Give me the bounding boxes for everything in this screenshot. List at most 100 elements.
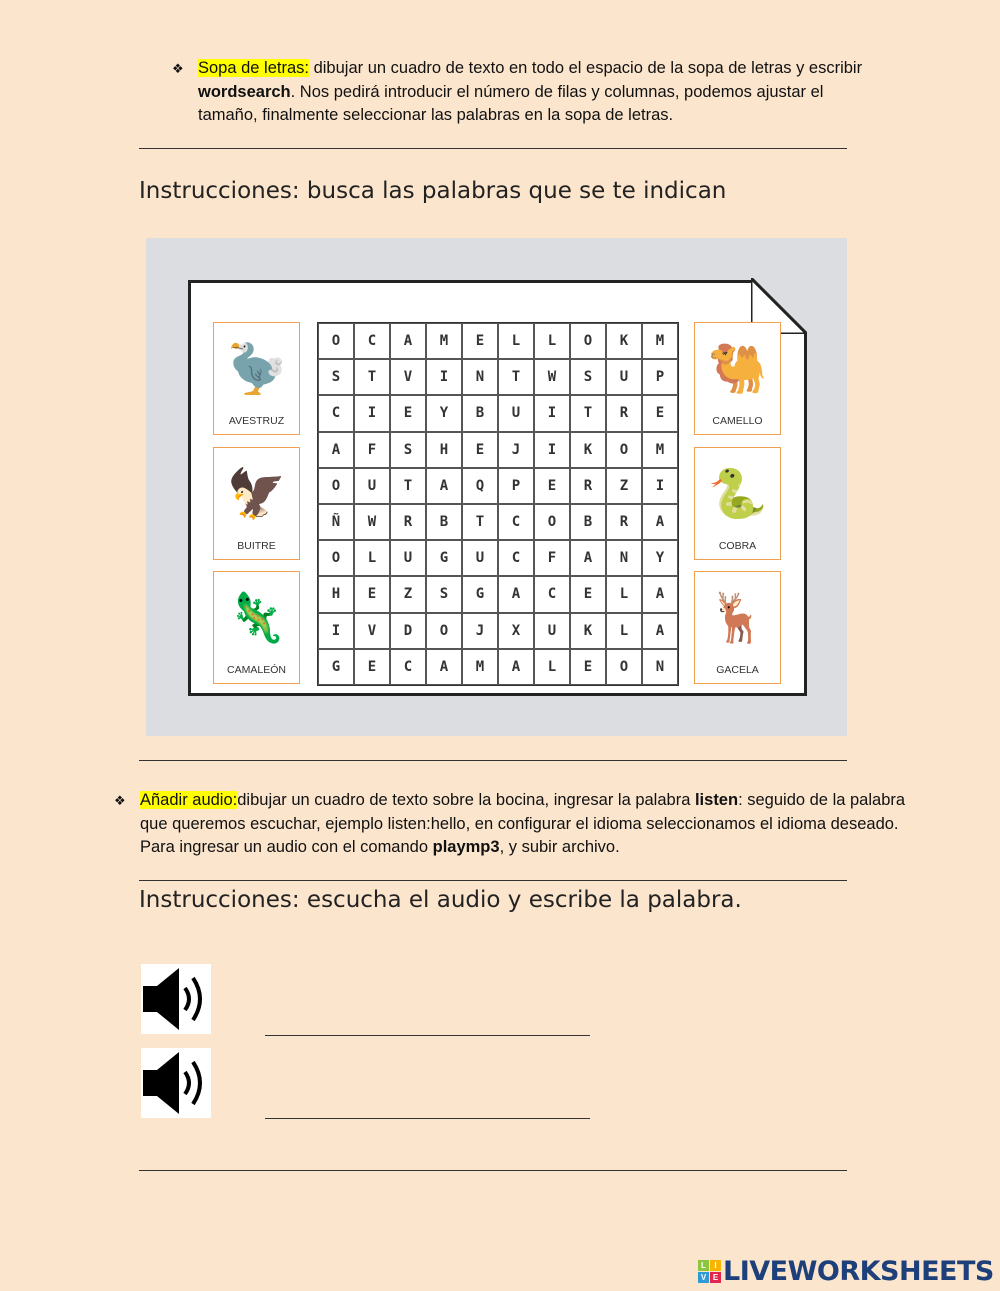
grid-cell[interactable]: U — [462, 540, 498, 577]
grid-cell[interactable]: C — [390, 648, 426, 685]
grid-cell[interactable]: A — [642, 576, 678, 613]
speaker-icon[interactable] — [141, 1048, 211, 1118]
grid-cell[interactable]: A — [390, 323, 426, 360]
grid-cell[interactable]: B — [570, 503, 606, 541]
grid-cell[interactable]: C — [498, 503, 534, 541]
grid-cell[interactable]: Y — [426, 395, 462, 432]
grid-cell[interactable]: A — [642, 612, 678, 649]
grid-cell[interactable]: G — [462, 576, 498, 613]
grid-cell[interactable]: R — [606, 503, 642, 541]
grid-cell[interactable]: Z — [606, 467, 642, 504]
grid-cell[interactable]: L — [354, 540, 390, 577]
grid-cell[interactable]: N — [642, 648, 678, 685]
grid-cell[interactable]: Z — [390, 576, 426, 613]
grid-cell[interactable]: B — [426, 503, 462, 541]
grid-cell[interactable]: O — [426, 612, 462, 649]
grid-cell[interactable]: Y — [642, 540, 678, 577]
grid-cell[interactable]: R — [390, 503, 426, 541]
grid-cell[interactable]: A — [498, 648, 534, 685]
grid-cell[interactable]: E — [390, 395, 426, 432]
grid-cell[interactable]: I — [642, 467, 678, 504]
grid-cell[interactable]: O — [318, 323, 354, 360]
grid-cell[interactable]: E — [642, 395, 678, 432]
grid-cell[interactable]: L — [606, 576, 642, 613]
grid-cell[interactable]: J — [498, 431, 534, 468]
grid-cell[interactable]: P — [498, 467, 534, 504]
grid-cell[interactable]: S — [426, 576, 462, 613]
grid-cell[interactable]: I — [426, 359, 462, 396]
grid-cell[interactable]: F — [354, 431, 390, 468]
grid-cell[interactable]: E — [354, 648, 390, 685]
grid-cell[interactable]: U — [354, 467, 390, 504]
grid-cell[interactable]: E — [570, 576, 606, 613]
grid-cell[interactable]: F — [534, 540, 570, 577]
grid-cell[interactable]: W — [354, 503, 390, 541]
grid-cell[interactable]: H — [318, 576, 354, 613]
grid-cell[interactable]: A — [642, 503, 678, 541]
grid-cell[interactable]: K — [606, 323, 642, 360]
grid-cell[interactable]: O — [318, 540, 354, 577]
grid-cell[interactable]: H — [426, 431, 462, 468]
grid-cell[interactable]: A — [426, 467, 462, 504]
grid-cell[interactable]: S — [390, 431, 426, 468]
grid-cell[interactable]: T — [462, 503, 498, 541]
grid-cell[interactable]: Q — [462, 467, 498, 504]
grid-cell[interactable]: G — [318, 648, 354, 685]
grid-cell[interactable]: M — [426, 323, 462, 360]
grid-cell[interactable]: A — [426, 648, 462, 685]
grid-cell[interactable]: X — [498, 612, 534, 649]
grid-cell[interactable]: U — [498, 395, 534, 432]
grid-cell[interactable]: S — [318, 359, 354, 396]
grid-cell[interactable]: T — [390, 467, 426, 504]
grid-cell[interactable]: T — [498, 359, 534, 396]
grid-cell[interactable]: N — [462, 359, 498, 396]
grid-cell[interactable]: O — [606, 431, 642, 468]
grid-cell[interactable]: E — [534, 467, 570, 504]
grid-cell[interactable]: U — [606, 359, 642, 396]
grid-cell[interactable]: L — [498, 323, 534, 360]
grid-cell[interactable]: O — [318, 467, 354, 504]
grid-cell[interactable]: S — [570, 359, 606, 396]
grid-cell[interactable]: A — [498, 576, 534, 613]
grid-cell[interactable]: C — [498, 540, 534, 577]
grid-cell[interactable]: D — [390, 612, 426, 649]
grid-cell[interactable]: E — [570, 648, 606, 685]
grid-cell[interactable]: U — [390, 540, 426, 577]
grid-cell[interactable]: T — [570, 395, 606, 432]
grid-cell[interactable]: O — [570, 323, 606, 360]
grid-cell[interactable]: G — [426, 540, 462, 577]
grid-cell[interactable]: V — [390, 359, 426, 396]
grid-cell[interactable]: P — [642, 359, 678, 396]
grid-cell[interactable]: A — [318, 431, 354, 468]
grid-cell[interactable]: M — [462, 648, 498, 685]
grid-cell[interactable]: Ñ — [318, 503, 354, 541]
grid-cell[interactable]: C — [354, 323, 390, 360]
grid-cell[interactable]: A — [570, 540, 606, 577]
grid-cell[interactable]: K — [570, 612, 606, 649]
grid-cell[interactable]: W — [534, 359, 570, 396]
grid-cell[interactable]: U — [534, 612, 570, 649]
grid-cell[interactable]: C — [318, 395, 354, 432]
grid-cell[interactable]: C — [534, 576, 570, 613]
grid-cell[interactable]: R — [606, 395, 642, 432]
grid-cell[interactable]: B — [462, 395, 498, 432]
grid-cell[interactable]: E — [462, 431, 498, 468]
grid-cell[interactable]: J — [462, 612, 498, 649]
answer-line-2[interactable] — [265, 1118, 590, 1119]
grid-cell[interactable]: L — [534, 323, 570, 360]
grid-cell[interactable]: L — [606, 612, 642, 649]
grid-cell[interactable]: E — [354, 576, 390, 613]
grid-cell[interactable]: I — [318, 612, 354, 649]
speaker-icon[interactable] — [141, 964, 211, 1034]
grid-cell[interactable]: L — [534, 648, 570, 685]
answer-line-1[interactable] — [265, 1035, 590, 1036]
grid-cell[interactable]: O — [606, 648, 642, 685]
grid-cell[interactable]: V — [354, 612, 390, 649]
grid-cell[interactable]: R — [570, 467, 606, 504]
grid-cell[interactable]: I — [534, 395, 570, 432]
grid-cell[interactable]: K — [570, 431, 606, 468]
grid-cell[interactable]: N — [606, 540, 642, 577]
grid-cell[interactable]: T — [354, 359, 390, 396]
grid-cell[interactable]: M — [642, 323, 678, 360]
